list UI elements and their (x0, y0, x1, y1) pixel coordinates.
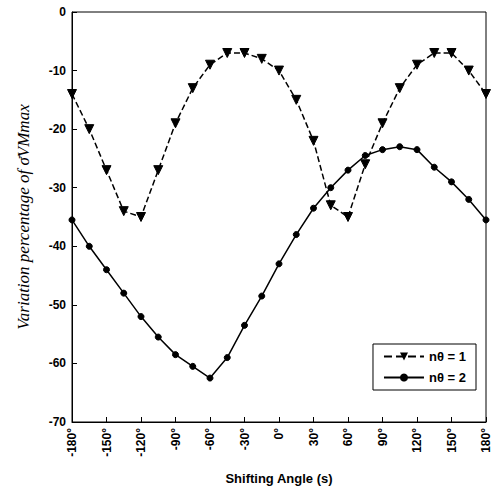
svg-text:120°: 120° (410, 428, 424, 453)
svg-text:-10: -10 (49, 64, 67, 78)
svg-text:nθ = 2: nθ = 2 (429, 370, 466, 385)
svg-text:30°: 30° (307, 428, 321, 446)
svg-text:Variation percentage of σ̄VMma: Variation percentage of σ̄VMmax (14, 104, 33, 330)
svg-text:Shifting Angle (s): Shifting Angle (s) (225, 471, 332, 486)
svg-text:-30: -30 (49, 181, 67, 195)
svg-text:-120°: -120° (134, 428, 148, 457)
svg-text:-60°: -60° (203, 428, 217, 450)
svg-text:-180°: -180° (65, 428, 79, 457)
svg-text:0: 0 (59, 5, 66, 19)
svg-text:-60: -60 (49, 356, 67, 370)
svg-text:60°: 60° (341, 428, 355, 446)
svg-text:-30°: -30° (238, 428, 252, 450)
svg-text:-150°: -150° (100, 428, 114, 457)
svg-text:-40: -40 (49, 239, 67, 253)
svg-text:-50: -50 (49, 298, 67, 312)
svg-text:-70: -70 (49, 415, 67, 429)
svg-text:-90°: -90° (169, 428, 183, 450)
svg-text:0°: 0° (272, 428, 286, 440)
svg-text:nθ = 1: nθ = 1 (429, 349, 466, 364)
svg-text:90°: 90° (376, 428, 390, 446)
svg-text:150°: 150° (445, 428, 459, 453)
svg-text:-20: -20 (49, 122, 67, 136)
svg-text:180°: 180° (479, 428, 493, 453)
